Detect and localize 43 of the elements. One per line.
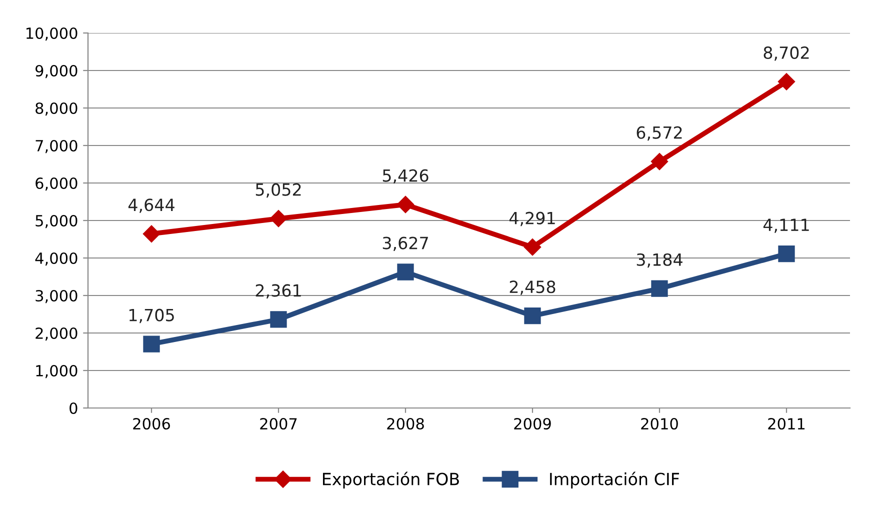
data-label: 2,361 [256, 284, 301, 298]
legend-label: Exportación FOB [322, 472, 459, 489]
point [142, 225, 160, 242]
x-tick-label: 2011 [768, 418, 805, 430]
data-label: 2,458 [510, 280, 556, 295]
point [397, 264, 414, 280]
y-tick-label: 5,000 [36, 214, 78, 228]
data-label: 8,702 [764, 46, 809, 61]
y-tick-label: 1,000 [36, 364, 78, 378]
y-tick-label: 6,000 [36, 177, 78, 191]
y-tick-label: 4,000 [35, 252, 78, 266]
x-tick-label: 2007 [260, 418, 297, 430]
x-tick-label: 2009 [514, 418, 551, 430]
point [650, 153, 668, 170]
legend-label: Importación CIF [550, 472, 680, 489]
point [651, 280, 668, 297]
point [778, 246, 795, 262]
data-label: 3,184 [636, 253, 682, 268]
data-label: 3,627 [382, 236, 428, 252]
y-tick-label: 10,000 [26, 27, 78, 41]
point [524, 307, 541, 324]
data-label: 5,426 [382, 169, 428, 184]
data-label: 1,705 [129, 308, 174, 324]
x-tick-label: 2008 [387, 418, 424, 430]
point [143, 336, 160, 352]
y-tick-label: 0 [70, 402, 78, 414]
x-tick-label: 2006 [133, 418, 170, 430]
y-tick-label: 9,000 [36, 64, 78, 78]
data-label: 5,052 [256, 183, 301, 198]
y-tick-label: 7,000 [36, 140, 78, 154]
point [524, 238, 542, 256]
y-tick-label: 2,000 [36, 327, 78, 341]
x-tick-label: 2010 [641, 418, 678, 430]
data-label: 4,644 [128, 198, 174, 213]
data-label: 6,572 [636, 126, 682, 141]
data-label: 4,291 [509, 212, 555, 226]
point [270, 210, 288, 228]
data-label: 4,111 [763, 218, 809, 233]
y-tick-label: 8,000 [36, 102, 78, 116]
point [396, 196, 414, 214]
point [270, 311, 287, 328]
point [778, 73, 796, 90]
y-tick-label: 3,000 [36, 290, 78, 304]
